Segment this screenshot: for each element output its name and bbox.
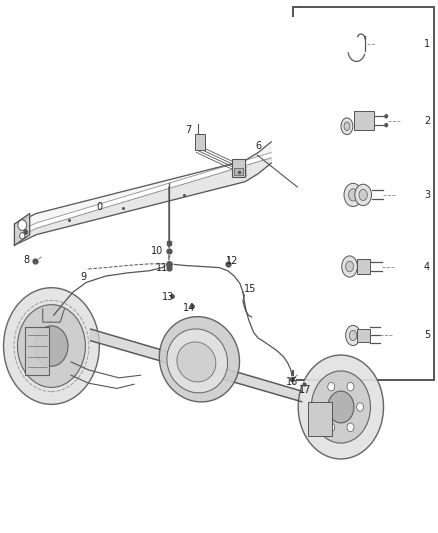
Ellipse shape [349, 189, 357, 201]
Polygon shape [14, 214, 30, 245]
Text: 5: 5 [424, 330, 430, 341]
Bar [357, 329, 370, 342]
Circle shape [385, 124, 388, 127]
Ellipse shape [346, 325, 360, 345]
Circle shape [311, 371, 371, 443]
Text: 10: 10 [151, 246, 163, 256]
Text: 9: 9 [80, 272, 86, 282]
Text: 17: 17 [299, 384, 311, 394]
Bar [234, 168, 244, 175]
Ellipse shape [177, 342, 216, 382]
Text: 3: 3 [424, 190, 430, 200]
Text: 2: 2 [424, 116, 430, 126]
Circle shape [385, 115, 388, 118]
Circle shape [318, 403, 325, 411]
Circle shape [328, 423, 335, 432]
Text: 6: 6 [255, 141, 261, 151]
Text: 0: 0 [96, 202, 102, 212]
Ellipse shape [359, 189, 367, 200]
Ellipse shape [346, 261, 353, 272]
Circle shape [328, 383, 335, 391]
Circle shape [347, 383, 354, 391]
Text: 11: 11 [156, 263, 169, 272]
Circle shape [35, 326, 68, 366]
Text: 13: 13 [162, 292, 174, 302]
Circle shape [18, 220, 27, 230]
Text: 8: 8 [24, 255, 30, 265]
Ellipse shape [350, 330, 357, 341]
Polygon shape [14, 142, 271, 233]
Polygon shape [14, 158, 271, 245]
Circle shape [328, 391, 354, 423]
Bar [354, 111, 374, 130]
Ellipse shape [342, 256, 357, 277]
Text: 4: 4 [424, 262, 430, 271]
Text: 15: 15 [244, 284, 257, 294]
Ellipse shape [341, 118, 353, 135]
Circle shape [18, 305, 85, 387]
Circle shape [347, 423, 354, 432]
Bar [357, 259, 371, 274]
Ellipse shape [344, 122, 350, 131]
Ellipse shape [167, 329, 228, 393]
Ellipse shape [344, 183, 362, 206]
Text: 14: 14 [183, 303, 195, 313]
Circle shape [298, 355, 384, 459]
Polygon shape [43, 309, 64, 322]
Circle shape [4, 288, 99, 405]
Polygon shape [91, 329, 302, 402]
Bar [25, 327, 49, 375]
Text: 1: 1 [424, 39, 430, 49]
Bar [195, 134, 205, 150]
Text: 16: 16 [286, 377, 298, 387]
Bar [232, 159, 245, 177]
Circle shape [24, 230, 28, 234]
Bar [308, 402, 332, 436]
Text: 7: 7 [185, 125, 192, 135]
Circle shape [20, 232, 25, 239]
Circle shape [357, 403, 364, 411]
Text: 12: 12 [226, 256, 238, 266]
Ellipse shape [355, 184, 371, 206]
Ellipse shape [159, 317, 240, 402]
